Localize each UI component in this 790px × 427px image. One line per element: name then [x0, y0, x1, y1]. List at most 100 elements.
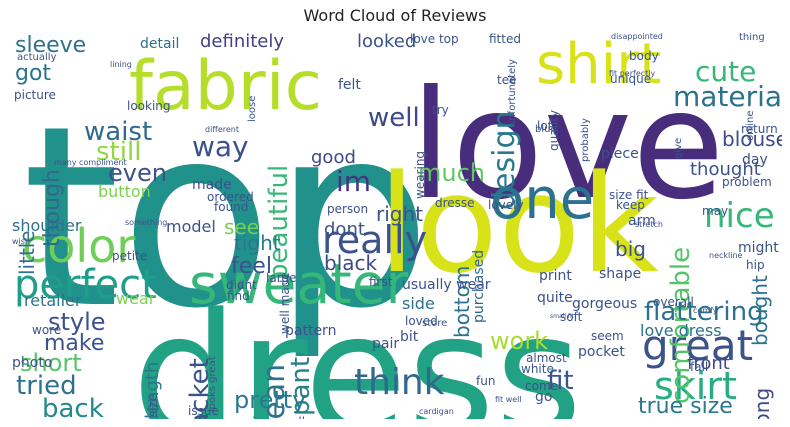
- word-even: even: [108, 159, 167, 187]
- word-well-made: well made: [278, 272, 292, 334]
- word-lovely: lovely: [488, 198, 524, 212]
- word-retailer: retailer: [24, 291, 82, 310]
- word-store: store: [422, 318, 448, 329]
- word-looking: looking: [127, 99, 171, 113]
- word-well: well: [368, 103, 420, 133]
- word-pocket: pocket: [578, 344, 625, 360]
- word-petite: petite: [112, 249, 148, 263]
- word-looks-great: looks great: [207, 356, 218, 412]
- word-piece: piece: [601, 146, 639, 162]
- word-waist: waist: [84, 117, 153, 147]
- word-perfect: perfect: [14, 262, 157, 308]
- word-long: long: [750, 387, 774, 419]
- word-front: front: [687, 353, 730, 374]
- word-good: good: [311, 147, 356, 168]
- word-small-fit: small fit: [550, 313, 575, 320]
- word-white: white: [521, 362, 554, 376]
- word-im: im: [336, 165, 372, 198]
- word-first: first: [369, 275, 393, 289]
- word-skirt: skirt: [654, 364, 737, 408]
- word-size-small: size small: [246, 416, 305, 419]
- chart-title: Word Cloud of Reviews: [303, 6, 487, 25]
- word-online: online: [745, 110, 756, 141]
- word-though: though: [40, 168, 65, 247]
- word-great: great: [642, 321, 754, 370]
- word-shoulder: shoulder: [12, 216, 82, 235]
- word-definitely: definitely: [200, 33, 285, 52]
- word-usually-wear: usually wear: [402, 277, 491, 293]
- word-pair: pair: [372, 336, 400, 352]
- word-fun: fun: [476, 374, 496, 388]
- word-thing: thing: [739, 33, 765, 43]
- word-something: something: [125, 218, 168, 227]
- word-still: still: [96, 137, 142, 167]
- word-black: black: [324, 251, 378, 275]
- word-love-dress: love dress: [640, 321, 722, 340]
- word-make: make: [44, 331, 105, 356]
- word-keep: keep: [616, 198, 645, 212]
- word-wearing: wearing: [413, 150, 427, 199]
- word-shirt: shirt: [536, 33, 662, 97]
- word-day: day: [742, 152, 768, 168]
- word-dresse: dresse: [435, 196, 475, 210]
- word-true-size: true size: [638, 394, 733, 419]
- word-felt: felt: [338, 77, 361, 93]
- word-blouse: blouse: [722, 127, 782, 151]
- word-bit: bit: [400, 329, 419, 345]
- word-style: style: [48, 308, 106, 336]
- word-fit-perfectly: fit perfectly: [609, 69, 656, 78]
- word-tight: tight: [234, 231, 281, 255]
- word-love: love: [410, 59, 725, 233]
- word-seem: seem: [591, 329, 624, 343]
- word-may: may: [702, 204, 729, 218]
- word-usual-size: usual size: [146, 394, 160, 419]
- word-lining: lining: [110, 60, 132, 69]
- word-soft: soft: [560, 310, 583, 324]
- word-sleeve: sleeve: [15, 33, 87, 58]
- word-think: think: [354, 362, 445, 403]
- word-comfy: comfy: [693, 306, 718, 315]
- word-picture: picture: [14, 88, 56, 102]
- word-model: model: [166, 217, 216, 236]
- word-arm: arm: [628, 213, 656, 229]
- word-material: material: [673, 80, 782, 113]
- word-come: come: [525, 379, 559, 393]
- word-really: really: [322, 218, 428, 262]
- word-wish: wish: [12, 237, 31, 246]
- word-large: large: [266, 271, 297, 285]
- word-back: back: [42, 394, 104, 419]
- word-person: person: [327, 202, 369, 216]
- word-probably: probably: [580, 118, 591, 162]
- word-short: short: [20, 349, 82, 377]
- word-loose: loose: [247, 95, 258, 122]
- word-problem: problem: [722, 175, 772, 189]
- word-cloud: top dress love look fabric sweater shirt one col…: [12, 33, 782, 419]
- word-looked: looked: [357, 33, 417, 52]
- word-fit: fit: [547, 366, 574, 396]
- word-pretty: pretty: [234, 386, 307, 414]
- word-quite: quite: [537, 290, 573, 306]
- word-size-fit: size fit: [609, 188, 649, 202]
- word-sweater: sweater: [189, 252, 409, 316]
- word-stretch: stretch: [635, 220, 663, 229]
- word-fitted: fitted: [489, 33, 521, 46]
- word-big: big: [615, 237, 646, 261]
- word-go: go: [535, 389, 553, 405]
- word-fit-well: fit well: [495, 395, 522, 404]
- word-actually: actually: [17, 52, 57, 63]
- word-much: much: [418, 159, 485, 187]
- word-thought: thought: [690, 159, 761, 180]
- word-cardigan: cardigan: [419, 407, 454, 416]
- word-tried: tried: [16, 371, 77, 401]
- word-wore: wore: [32, 323, 62, 337]
- word-feel: feel: [231, 254, 272, 279]
- word-flattering: flattering: [644, 297, 764, 327]
- word-pattern: pattern: [285, 323, 337, 339]
- word-look: look: [378, 146, 659, 303]
- word-cute: cute: [695, 55, 757, 88]
- word-neckline: neckline: [709, 251, 743, 260]
- word-give: give: [673, 137, 684, 159]
- word-fabric: fabric: [129, 47, 323, 126]
- word-nice: nice: [704, 196, 775, 236]
- word-side: side: [402, 294, 435, 313]
